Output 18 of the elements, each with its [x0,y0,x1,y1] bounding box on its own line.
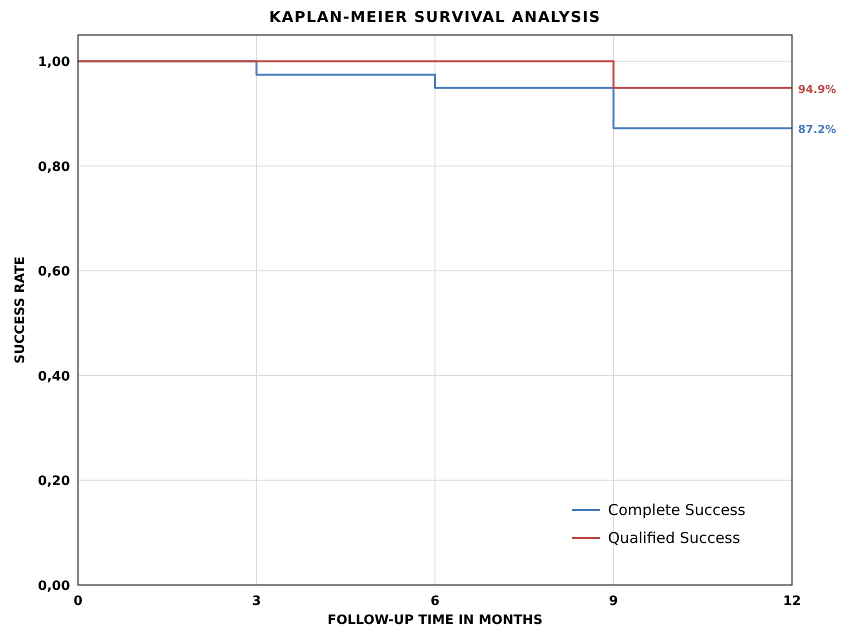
chart-title: KAPLAN-MEIER SURVIVAL ANALYSIS [269,8,601,26]
annotation: 94.9% [798,82,836,96]
legend-label: Qualified Success [608,529,740,547]
annotation: 87.2% [798,123,836,136]
y-tick-label: 0,80 [38,160,70,175]
x-tick-label: 6 [430,594,440,609]
x-axis-title: FOLLOW-UP TIME IN MONTHS [327,613,543,628]
y-tick-label: 0,20 [38,474,70,490]
y-tick-label: 0,00 [38,579,70,594]
x-tick-label: 12 [782,594,802,609]
y-tick-label: 1,00 [38,55,70,70]
y-axis-title: SUCCESS RATE [13,256,28,364]
x-tick-label: 3 [252,594,262,609]
x-tick-label: 0 [73,594,83,609]
y-tick-label: 0,60 [38,264,70,280]
legend-label: Complete Success [608,501,746,519]
x-tick-label: 9 [608,594,618,609]
y-tick-label: 0,40 [38,369,70,384]
